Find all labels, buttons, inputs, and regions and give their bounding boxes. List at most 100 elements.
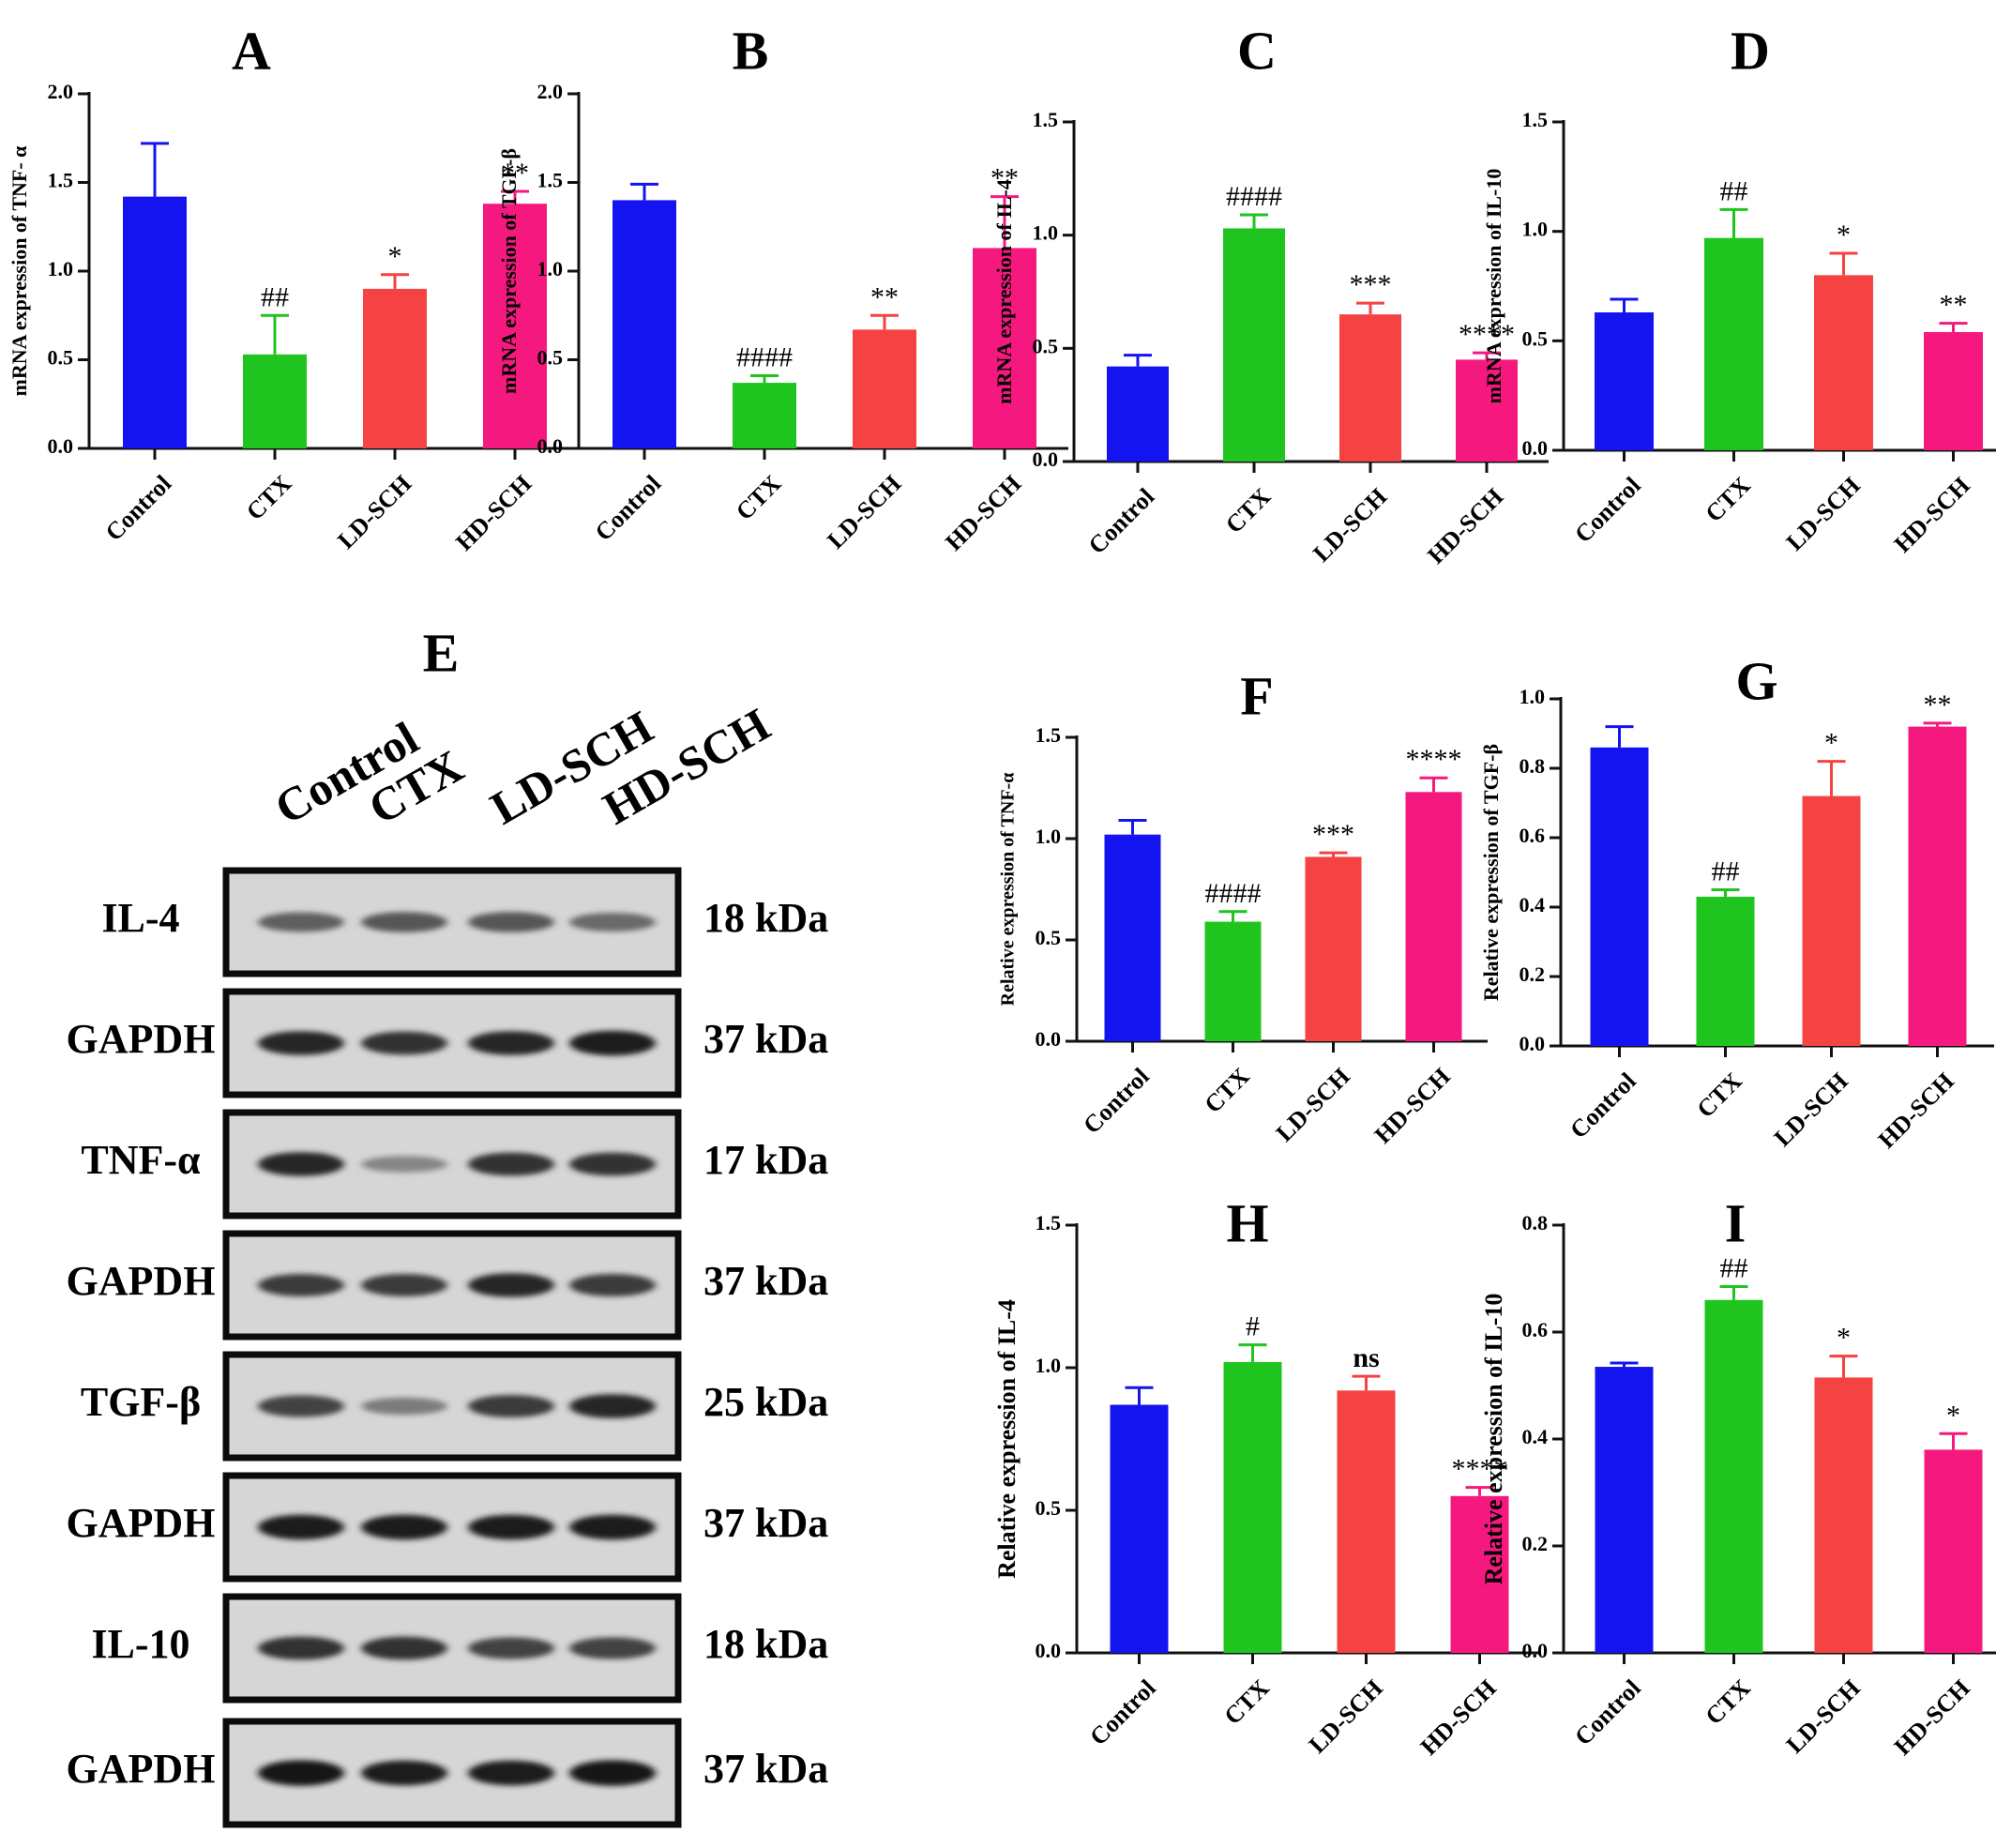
- bar-HD-SCH: [1908, 726, 1967, 1046]
- bar-Control: [612, 200, 676, 448]
- bar-HD-SCH: [1456, 359, 1518, 462]
- panel-letter-D: D: [1731, 20, 1770, 81]
- bar-HD-SCH: [483, 204, 547, 448]
- blot-band: [468, 1152, 554, 1176]
- category-label-Control: Control: [1569, 472, 1645, 548]
- category-label-HD-SCH: HD-SCH: [1889, 472, 1975, 558]
- y-axis-label: Relative expression of TNF-α: [998, 773, 1019, 1007]
- bar-LD-SCH: [1814, 1377, 1873, 1653]
- bar-CTX: [1223, 228, 1285, 462]
- protein-label: GAPDH: [67, 1016, 216, 1062]
- bar-LD-SCH: [1337, 1390, 1396, 1653]
- blot-band: [569, 1760, 656, 1786]
- y-axis-label: mRNA expression of IL-4: [992, 179, 1016, 404]
- category-label-Control: Control: [590, 470, 666, 546]
- kda-label: 37 kDa: [703, 1016, 828, 1062]
- y-tick-label: 0.4: [1520, 893, 1546, 916]
- category-label-LD-SCH: LD-SCH: [1308, 483, 1392, 568]
- panel-letter-G: G: [1735, 650, 1777, 711]
- y-tick-label: 1.5: [48, 169, 74, 192]
- kda-label: 17 kDa: [703, 1137, 828, 1183]
- y-tick-label: 1.5: [1036, 1211, 1062, 1235]
- significance-label-LD-SCH: *: [1824, 728, 1838, 759]
- y-tick-label: 0.0: [1520, 1032, 1546, 1055]
- significance-label-CTX: ####: [736, 342, 793, 373]
- kda-label: 37 kDa: [703, 1500, 828, 1546]
- category-label-Control: Control: [1569, 1674, 1645, 1750]
- blot-band: [258, 1274, 344, 1296]
- blot-band: [569, 1514, 656, 1540]
- significance-label-HD-SCH: **: [1940, 290, 1968, 321]
- bar-HD-SCH: [973, 248, 1036, 448]
- significance-label-LD-SCH: ***: [1312, 819, 1354, 850]
- category-label-HD-SCH: HD-SCH: [1873, 1068, 1959, 1154]
- kda-label: 18 kDa: [703, 895, 828, 941]
- y-axis-label: mRNA expression of TGF-β: [497, 148, 521, 394]
- blot-row-GAPDH: GAPDH 37 kDa: [67, 988, 828, 1098]
- category-label-HD-SCH: HD-SCH: [940, 470, 1026, 556]
- significance-label-LD-SCH: ns: [1353, 1342, 1379, 1373]
- category-label-LD-SCH: LD-SCH: [1271, 1063, 1355, 1147]
- y-tick-label: 0.6: [1520, 824, 1546, 847]
- bar-LD-SCH: [1814, 275, 1873, 450]
- bar-LD-SCH: [853, 329, 916, 448]
- significance-label-LD-SCH: **: [870, 281, 899, 312]
- blot-band: [258, 1514, 344, 1540]
- category-label-CTX: CTX: [1700, 472, 1755, 527]
- protein-label: TGF-β: [81, 1379, 201, 1425]
- kda-label: 37 kDa: [703, 1746, 828, 1792]
- blot-band: [569, 1274, 656, 1296]
- blot-band: [258, 1152, 344, 1176]
- bar-CTX: [733, 383, 796, 448]
- blot-row-TGF-β: TGF-β 25 kDa: [81, 1351, 828, 1462]
- bar-CTX: [1704, 1299, 1763, 1653]
- y-tick-label: 1.0: [1036, 1354, 1062, 1377]
- significance-label-LD-SCH: *: [1837, 220, 1851, 250]
- significance-label-HD-SCH: **: [1924, 689, 1952, 720]
- category-label-HD-SCH: HD-SCH: [450, 470, 537, 556]
- y-tick-label: 1.0: [1522, 218, 1549, 241]
- y-tick-label: 0.4: [1522, 1425, 1549, 1448]
- protein-label: GAPDH: [67, 1500, 216, 1546]
- y-tick-label: 1.0: [1520, 685, 1546, 708]
- panel-letter-C: C: [1237, 20, 1277, 81]
- panel-letter-B: B: [733, 20, 769, 81]
- category-label-LD-SCH: LD-SCH: [1769, 1068, 1853, 1152]
- kda-label: 25 kDa: [703, 1379, 828, 1425]
- bar-LD-SCH: [1802, 795, 1861, 1046]
- y-tick-label: 2.0: [48, 80, 74, 103]
- y-tick-label: 0.0: [1033, 447, 1059, 471]
- category-label-CTX: CTX: [241, 470, 296, 525]
- chart-panel-G: G 0.0 0.2 0.4 0.6 0.8 1.0 Relative expression o…: [1479, 650, 1994, 1154]
- category-label-Control: Control: [1565, 1068, 1641, 1144]
- significance-label-CTX: ##: [1712, 856, 1740, 887]
- category-label-CTX: CTX: [1700, 1674, 1755, 1730]
- blot-band: [361, 1156, 447, 1173]
- category-label-Control: Control: [1078, 1063, 1154, 1139]
- bar-Control: [1110, 1404, 1169, 1653]
- category-label-Control: Control: [100, 470, 176, 546]
- y-tick-label: 1.0: [1033, 221, 1059, 245]
- significance-label-CTX: ##: [261, 281, 289, 312]
- blot-row-GAPDH: GAPDH 37 kDa: [67, 1472, 828, 1583]
- kda-label: 18 kDa: [703, 1621, 828, 1667]
- category-label-LD-SCH: LD-SCH: [332, 470, 416, 554]
- y-tick-label: 0.2: [1522, 1532, 1549, 1555]
- blot-band: [569, 913, 656, 932]
- bar-CTX: [1223, 1361, 1282, 1653]
- chart-panel-F: F 0.0 0.5 1.0 1.5 Relative expression of TNF-…: [998, 665, 1488, 1149]
- bar-Control: [1595, 312, 1654, 450]
- blot-band: [258, 1395, 344, 1417]
- kda-label: 37 kDa: [703, 1258, 828, 1304]
- blot-band: [361, 1636, 447, 1660]
- category-label-HD-SCH: HD-SCH: [1422, 483, 1508, 569]
- category-label-Control: Control: [1084, 1674, 1160, 1750]
- y-tick-label: 0.0: [1036, 1639, 1062, 1662]
- y-axis-label: mRNA expression of TNF- α: [8, 145, 31, 397]
- blot-band: [361, 1274, 447, 1296]
- blot-band: [258, 1760, 344, 1786]
- blot-row-GAPDH: GAPDH 37 kDa: [67, 1230, 828, 1341]
- y-tick-label: 0.8: [1520, 754, 1546, 778]
- y-tick-label: 0.0: [537, 434, 564, 458]
- blot-band: [569, 1152, 656, 1176]
